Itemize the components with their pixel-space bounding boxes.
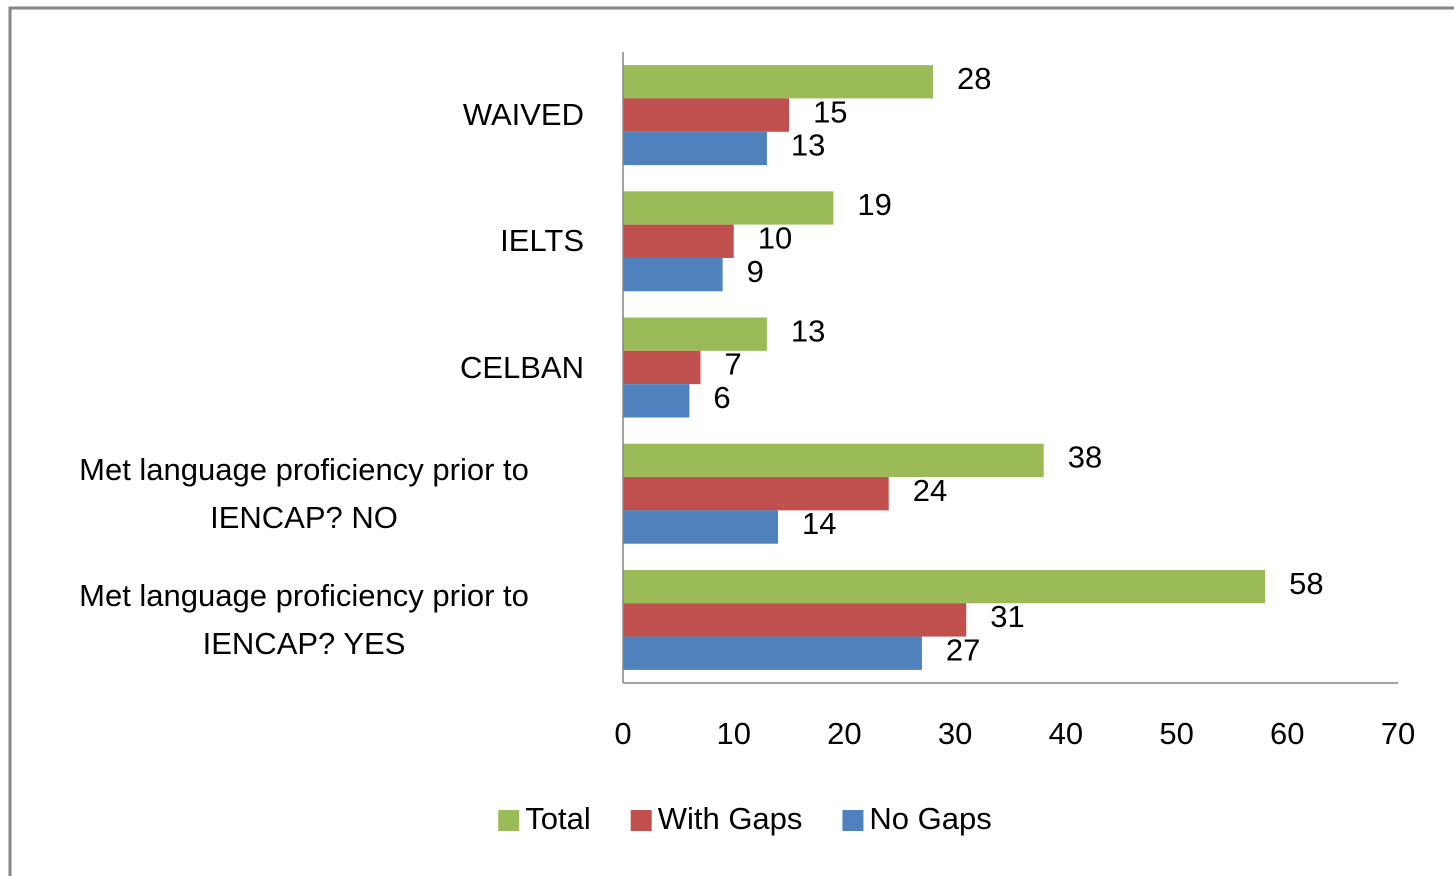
legend-swatch — [842, 810, 864, 831]
bar — [623, 384, 690, 418]
data-label: 10 — [758, 220, 792, 255]
bar — [623, 191, 834, 225]
x-tick-label: 70 — [1381, 716, 1415, 751]
data-label: 28 — [957, 61, 991, 96]
data-label: 13 — [791, 313, 825, 348]
category-label-box: Met language proficiency prior to IENCAP… — [4, 446, 584, 542]
data-label: 38 — [1068, 440, 1102, 475]
legend-label: Total — [525, 801, 590, 836]
legend-label: With Gaps — [658, 801, 803, 836]
bar — [623, 603, 967, 637]
x-tick-label: 10 — [716, 716, 750, 751]
data-label: 31 — [990, 599, 1024, 634]
bar — [623, 65, 933, 99]
bar — [623, 443, 1044, 478]
bar — [623, 224, 734, 258]
bar — [623, 477, 889, 511]
bar — [623, 317, 767, 351]
data-label: 7 — [725, 347, 742, 382]
data-label: 58 — [1289, 566, 1323, 601]
x-tick-label: 40 — [1049, 716, 1083, 751]
category-label-box: CELBAN — [4, 344, 584, 392]
legend-label: No Gaps — [869, 801, 991, 836]
y-tick-label: WAIVED — [462, 97, 584, 133]
bar — [623, 569, 1266, 604]
category-label-box: WAIVED — [4, 91, 584, 139]
x-tick-label: 50 — [1159, 716, 1193, 751]
legend-swatch — [630, 810, 652, 831]
frame — [8, 6, 1454, 876]
y-tick-label: CELBAN — [459, 349, 584, 385]
x-tick-label: 60 — [1270, 716, 1304, 751]
data-label: 15 — [813, 94, 847, 129]
data-label: 27 — [946, 632, 980, 667]
bar — [623, 636, 922, 670]
y-tick-label: Met language proficiency prior to IENCAP… — [79, 577, 529, 661]
y-tick-label: Met language proficiency prior to IENCAP… — [79, 451, 529, 535]
data-label: 6 — [713, 380, 730, 415]
category-label-box: Met language proficiency prior to IENCAP… — [4, 572, 584, 668]
legend-swatch — [498, 810, 520, 831]
data-label: 14 — [802, 506, 836, 541]
y-tick-label: IELTS — [500, 223, 584, 259]
data-label: 19 — [857, 187, 891, 222]
data-label: 13 — [791, 128, 825, 163]
x-tick-label: 30 — [938, 716, 972, 751]
category-label-box: IELTS — [4, 217, 584, 265]
x-tick-label: 0 — [614, 716, 631, 751]
x-tick-label: 20 — [827, 716, 861, 751]
bar — [623, 510, 778, 544]
bar — [623, 98, 790, 132]
bar — [623, 350, 701, 385]
data-label: 24 — [913, 473, 947, 508]
bar — [623, 131, 767, 166]
data-label: 9 — [747, 254, 764, 289]
bar — [623, 257, 723, 292]
